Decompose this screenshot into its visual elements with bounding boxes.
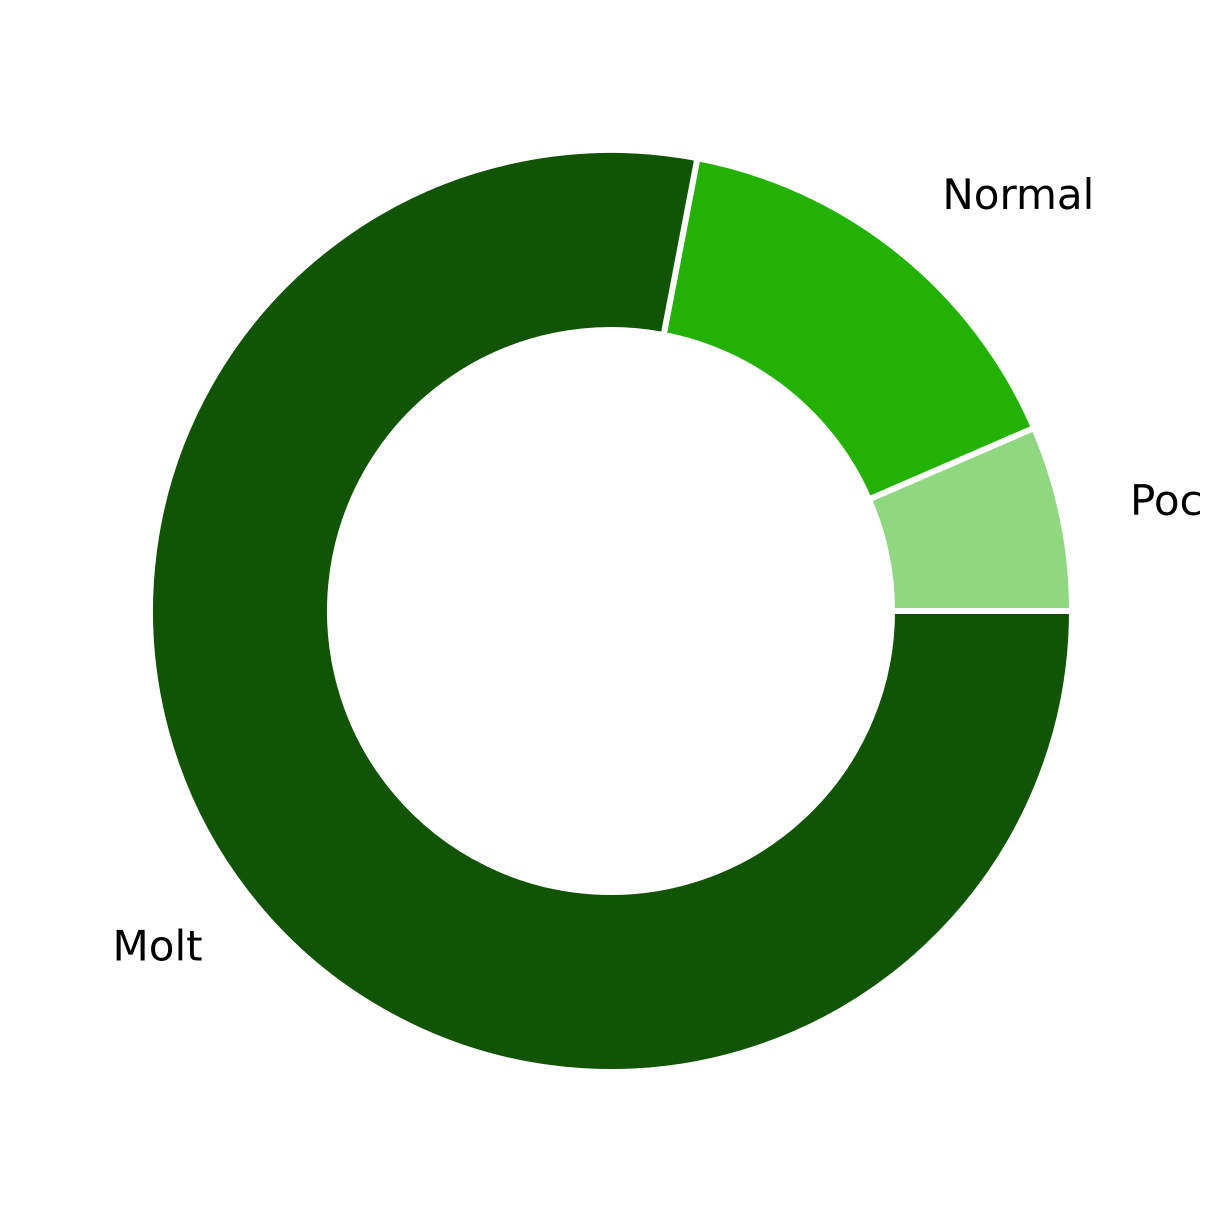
slice-label-normal: Normal <box>942 170 1094 219</box>
slice-molt <box>147 147 1076 1075</box>
slice-normal <box>660 154 1039 504</box>
slice-label-poc: Poc <box>1130 476 1203 525</box>
slice-label-molt: Molt <box>113 921 203 970</box>
slices-group <box>147 147 1076 1075</box>
labels-group: Poc Normal Molt <box>113 170 1203 970</box>
